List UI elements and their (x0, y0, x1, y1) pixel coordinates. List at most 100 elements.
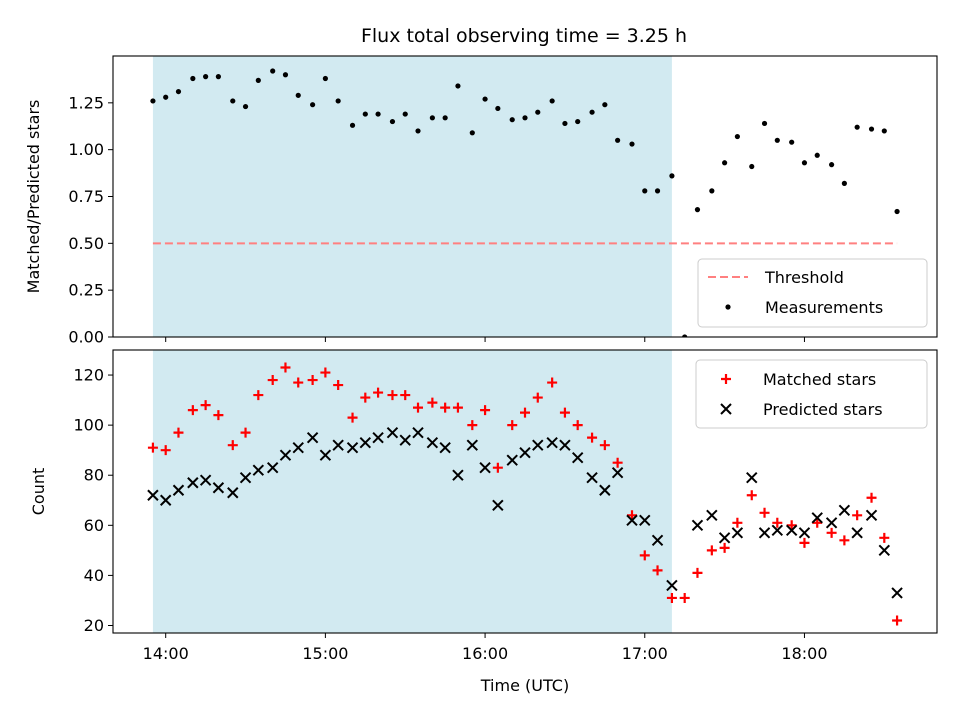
predicted-star-point (292, 441, 304, 454)
measurement-point (310, 102, 316, 108)
y-tick-label: 1.25 (68, 93, 104, 112)
predicted-star-point (626, 514, 638, 527)
measurement-point (841, 180, 847, 186)
measurement-point (190, 75, 196, 82)
predicted-star-point (891, 587, 903, 599)
predicted-star-point (147, 489, 159, 501)
predicted-star-point (492, 499, 504, 511)
matched-star-point (253, 390, 264, 401)
measurement-point (814, 152, 820, 158)
y-tick-label: 0.00 (68, 328, 104, 347)
measurement-point (469, 130, 475, 136)
y-tick-label: 0.50 (68, 234, 104, 253)
matched-star-point (786, 520, 797, 531)
matched-star-point (320, 367, 331, 378)
legend-matched-swatch (721, 374, 731, 384)
measurement-point (203, 74, 209, 80)
measurement-point (349, 122, 356, 128)
measurement-point (669, 173, 675, 179)
measurement-point (509, 117, 515, 123)
measurement-point (774, 137, 780, 143)
count-panel: 20 40 60 80 100 120 14:00 15:00 16:00 17:00 18:00 C… (29, 349, 938, 695)
matched-star-point (679, 592, 690, 603)
predicted-star-point (399, 434, 411, 446)
predicted-star-point (386, 426, 399, 439)
measurement-point (175, 88, 182, 95)
predicted-star-point (651, 534, 664, 547)
measurement-point (722, 160, 728, 166)
matched-star-point (599, 440, 610, 451)
matched-star-point (879, 532, 890, 543)
measurement-point (734, 133, 740, 140)
predicted-star-point (359, 436, 372, 449)
predicted-star-point (811, 512, 823, 524)
matched-star-point (799, 537, 810, 548)
matched-star-point (307, 375, 318, 386)
matched-star-point (812, 517, 823, 528)
predicted-star-point (412, 426, 424, 439)
predicted-star-point (878, 544, 891, 557)
matched-star-point (213, 410, 224, 421)
predicted-star-point (439, 441, 451, 454)
matched-star-point (400, 390, 411, 401)
measurement-point (749, 163, 755, 170)
predicted-star-point (506, 454, 518, 466)
predicted-star-point (346, 441, 359, 454)
matched-star-point (639, 550, 650, 561)
y-tick-label: 120 (73, 366, 104, 385)
matched-star-point (826, 527, 837, 538)
ratio-panel: 0.00 0.25 0.50 0.75 1.00 1.25 Matched/Predicte… (24, 55, 938, 347)
measurement-point (854, 124, 860, 130)
predicted-star-point (599, 484, 611, 496)
measurement-point (389, 118, 396, 125)
measurement-point (270, 68, 276, 74)
measurement-point (868, 126, 875, 132)
predicted-star-point (571, 451, 584, 464)
matched-star-point (160, 445, 171, 456)
legend-top: Threshold Measurements (697, 258, 928, 328)
predicted-star-point (718, 532, 731, 544)
predicted-star-point (746, 472, 758, 484)
predicted-star-point (559, 439, 571, 451)
matched-star-point (360, 392, 371, 403)
measurement-point (255, 77, 261, 83)
measurement-point (682, 334, 688, 337)
y-tick-label: 1.00 (68, 140, 104, 159)
measurement-point (322, 75, 328, 82)
predicted-star-point (838, 504, 851, 516)
predicted-star-point (159, 494, 172, 506)
measurement-point (335, 98, 341, 104)
chart-title: Flux total observing time = 3.25 h (361, 25, 687, 47)
matched-star-point (559, 407, 570, 418)
matched-star-point (706, 545, 717, 556)
measurement-point (629, 141, 635, 147)
x-tick-label: 14:00 (143, 644, 189, 663)
plot-area (150, 68, 900, 337)
y-tick-label: 80 (84, 466, 104, 485)
measurement-point (642, 188, 648, 194)
measurement-point (894, 208, 900, 215)
matched-star-point (452, 402, 463, 413)
matched-star-point (333, 380, 344, 391)
matched-star-point (652, 565, 663, 576)
matched-star-point (587, 432, 598, 443)
matched-star-point (772, 517, 783, 528)
predicted-star-point (187, 477, 199, 489)
matched-star-point (839, 535, 850, 546)
y-tick-label: 0.25 (68, 281, 104, 300)
x-axis-label: Time (UTC) (480, 676, 569, 695)
y-tick-label: 40 (84, 566, 104, 585)
y-axis-label: Count (29, 468, 48, 516)
measurement-point (522, 115, 528, 121)
y-tick-label: 100 (73, 416, 104, 435)
predicted-star-point (426, 436, 439, 449)
predicted-star-point (332, 439, 344, 451)
series-measurements (150, 68, 900, 337)
predicted-star-point (758, 527, 771, 539)
matched-star-point (572, 420, 583, 431)
legend-bottom: Matched stars Predicted stars (695, 359, 928, 429)
matched-star-point (666, 592, 677, 603)
predicted-star-point (252, 464, 265, 476)
matched-star-point (293, 377, 304, 388)
measurement-point (455, 83, 461, 89)
